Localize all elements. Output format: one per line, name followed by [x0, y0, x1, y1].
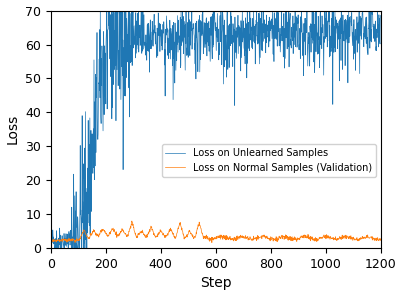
Loss on Normal Samples (Validation)	[104, 233, 109, 236]
Loss on Normal Samples (Validation)	[377, 238, 382, 242]
Legend: Loss on Unlearned Samples, Loss on Normal Samples (Validation): Loss on Unlearned Samples, Loss on Norma…	[161, 144, 375, 177]
Loss on Normal Samples (Validation)	[229, 237, 233, 241]
Loss on Unlearned Samples	[377, 14, 382, 17]
Loss on Normal Samples (Validation)	[222, 237, 227, 240]
Loss on Unlearned Samples	[229, 15, 233, 18]
Loss on Normal Samples (Validation)	[191, 235, 196, 238]
Loss on Unlearned Samples	[92, 164, 97, 168]
Line: Loss on Normal Samples (Validation): Loss on Normal Samples (Validation)	[51, 221, 380, 243]
Loss on Normal Samples (Validation)	[160, 231, 164, 235]
Y-axis label: Loss: Loss	[6, 114, 20, 144]
Loss on Unlearned Samples	[49, 236, 53, 239]
Loss on Unlearned Samples	[52, 246, 57, 250]
X-axis label: Step: Step	[199, 276, 231, 290]
Loss on Unlearned Samples	[192, 48, 196, 52]
Loss on Unlearned Samples	[105, 107, 109, 111]
Loss on Normal Samples (Validation)	[129, 219, 134, 223]
Loss on Normal Samples (Validation)	[92, 230, 97, 234]
Line: Loss on Unlearned Samples: Loss on Unlearned Samples	[51, 11, 380, 248]
Loss on Normal Samples (Validation)	[209, 241, 214, 244]
Loss on Normal Samples (Validation)	[49, 239, 53, 243]
Loss on Unlearned Samples	[222, 35, 227, 39]
Loss on Unlearned Samples	[97, 9, 102, 12]
Loss on Unlearned Samples	[160, 42, 165, 46]
